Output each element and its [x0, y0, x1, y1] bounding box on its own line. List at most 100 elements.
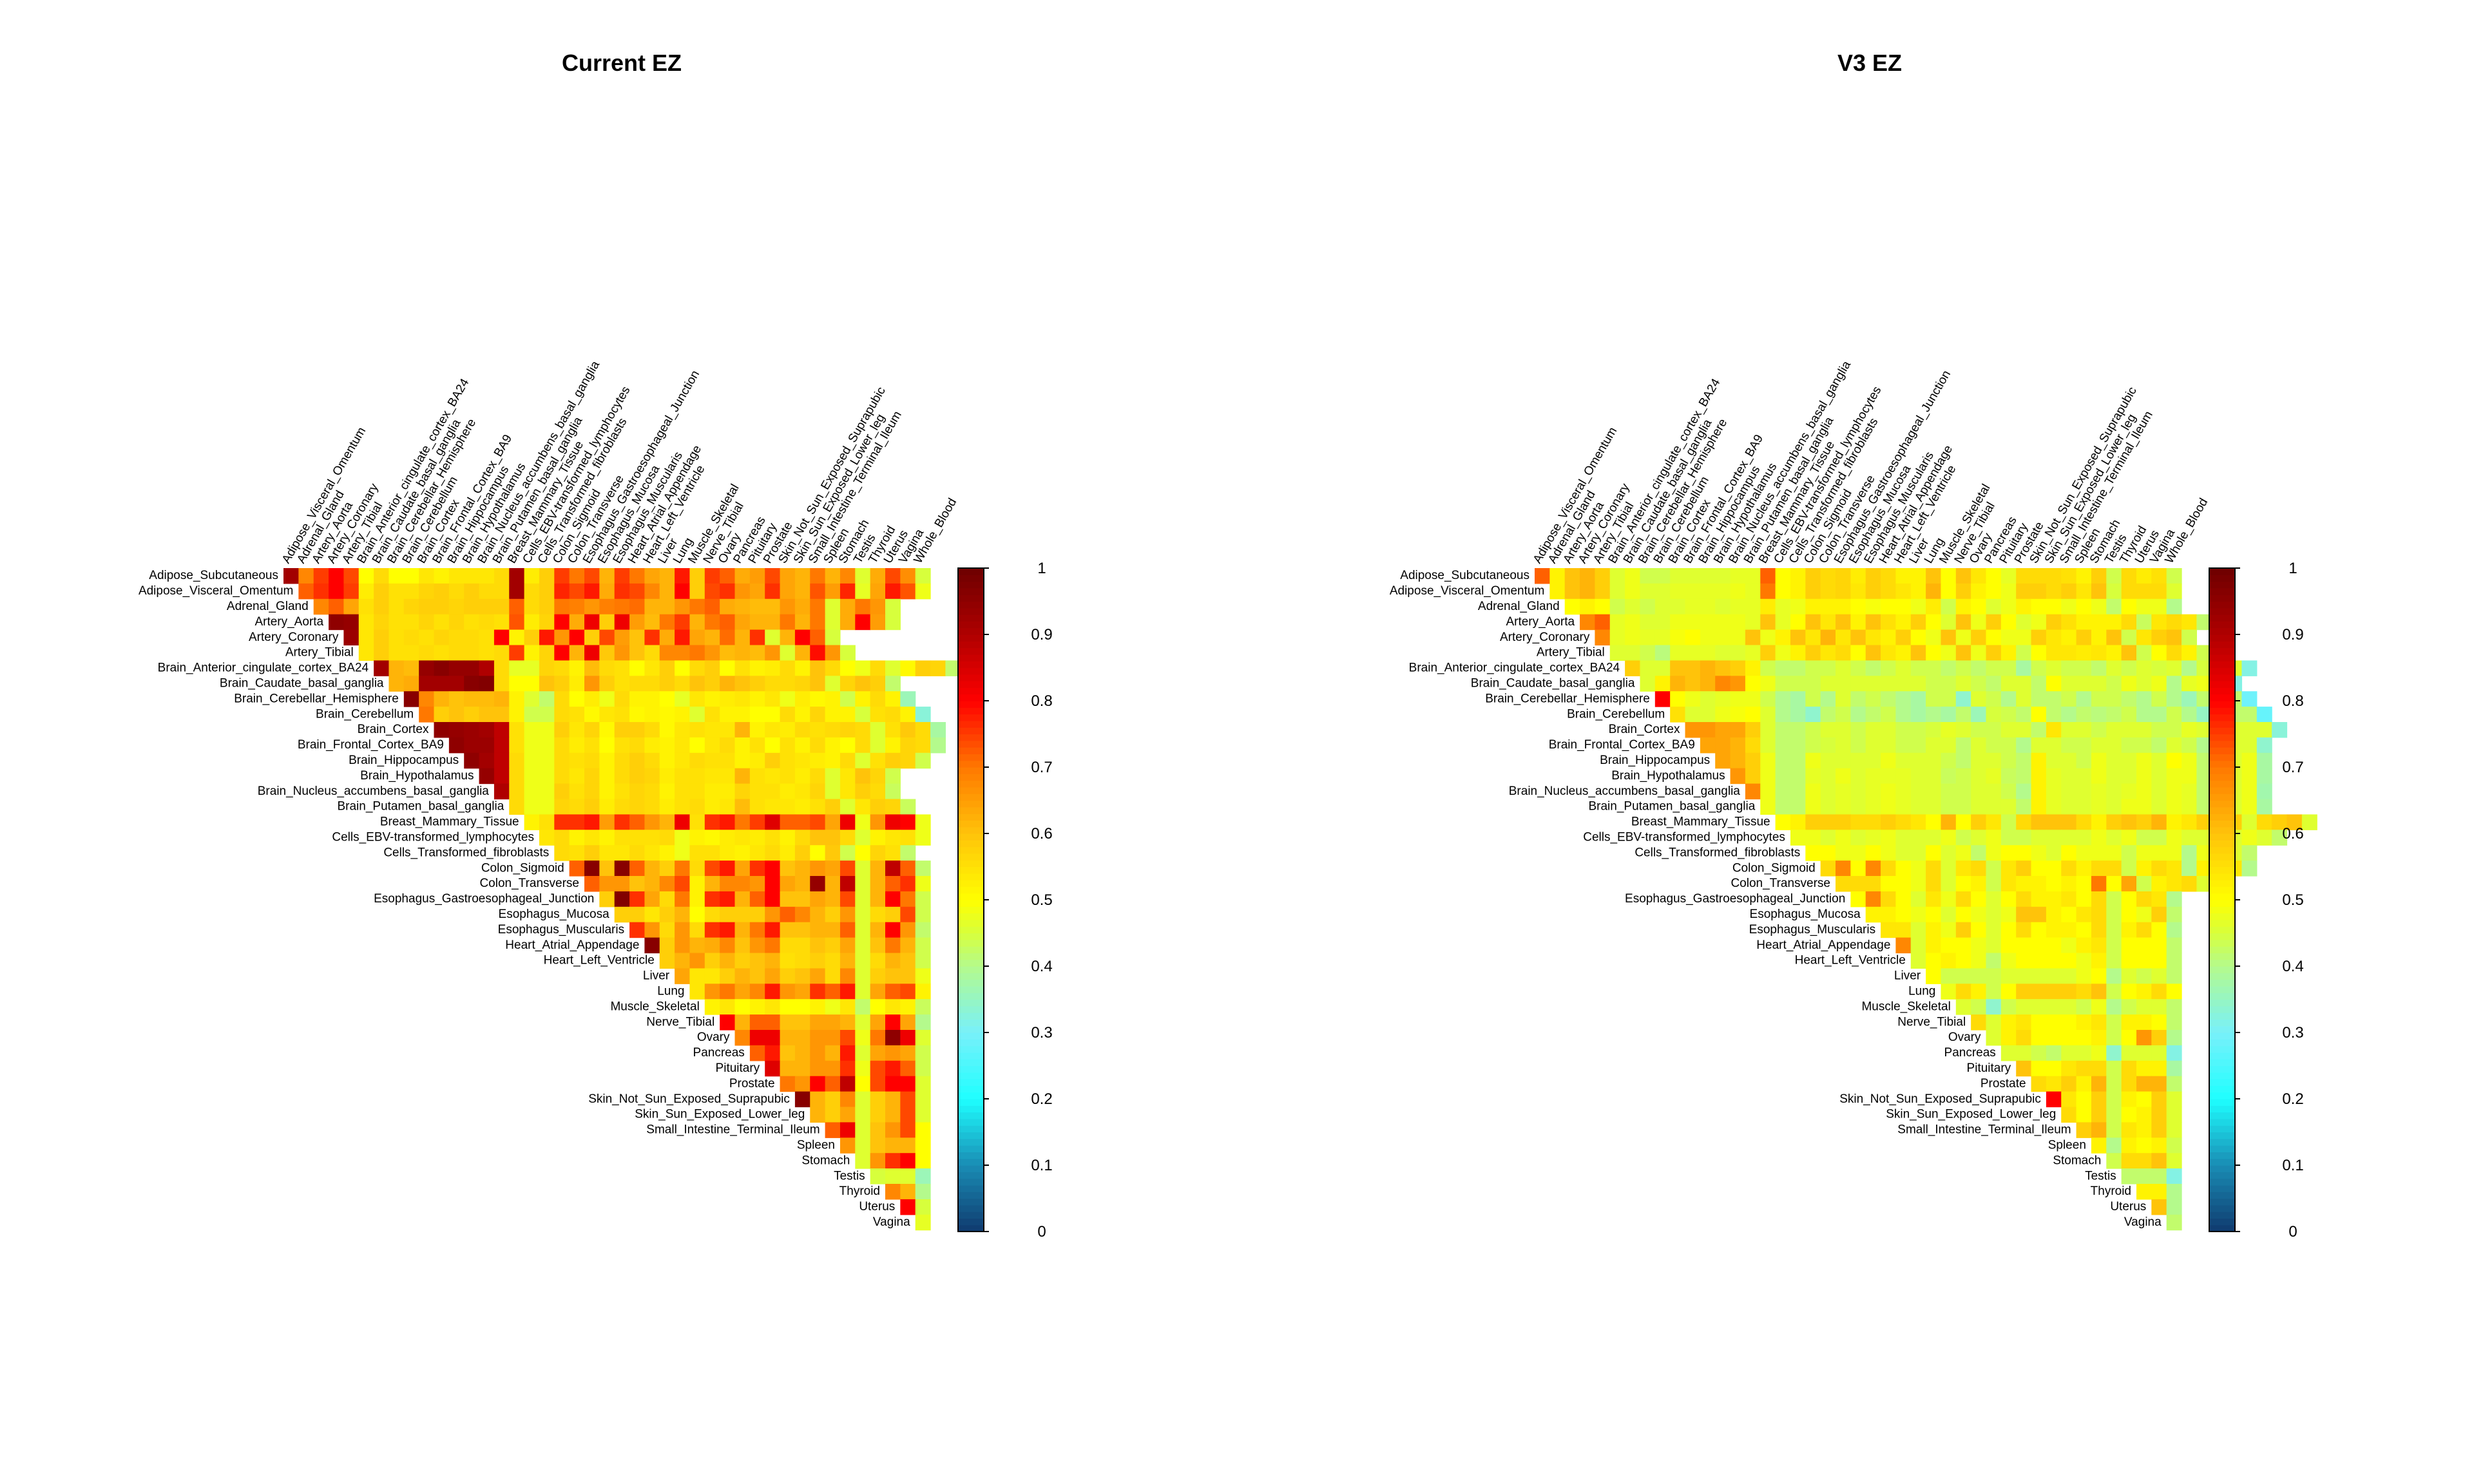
heatmap-cell [2121, 1168, 2137, 1184]
heatmap-cell [1549, 568, 1566, 584]
heatmap-cell [494, 598, 510, 615]
heatmap-cell [1836, 691, 1851, 707]
heatmap-cell [1926, 722, 1942, 738]
heatmap-cell [794, 583, 810, 600]
heatmap-cell [704, 568, 720, 584]
heatmap-cell [1986, 598, 2002, 615]
heatmap-cell [1700, 707, 1716, 723]
heatmap-cell [1730, 645, 1746, 661]
heatmap-cell [1715, 691, 1731, 707]
heatmap-cell [1625, 614, 1641, 631]
colorbar-segment [2209, 1052, 2235, 1060]
heatmap-cell [2106, 1107, 2122, 1123]
heatmap-cell [1971, 707, 1987, 723]
heatmap-cell [689, 768, 705, 785]
heatmap-cell [659, 937, 675, 954]
heatmap-cell [885, 1060, 901, 1077]
heatmap-cell [704, 906, 720, 923]
row-label: Brain_Anterior_cingulate_cortex_BA24 [1409, 661, 1620, 675]
heatmap-cell [1836, 722, 1851, 738]
heatmap-cell [915, 906, 931, 923]
colorbar-segment [958, 621, 984, 629]
colorbar-segment [2209, 607, 2235, 615]
heatmap-cell [870, 1091, 886, 1108]
heatmap-cell [1745, 629, 1761, 646]
heatmap-cell [2046, 937, 2062, 954]
heatmap-cell [2166, 922, 2182, 938]
heatmap-cell [1971, 830, 1987, 846]
heatmap-cell [1745, 707, 1761, 723]
heatmap-cell [1850, 783, 1866, 800]
heatmap-cell [839, 999, 856, 1015]
heatmap-cell [810, 783, 826, 800]
heatmap-cell [2061, 814, 2077, 830]
heatmap-cell [2166, 737, 2182, 754]
heatmap-cell [524, 614, 540, 631]
heatmap-cell [464, 737, 480, 754]
heatmap-cell [2151, 783, 2167, 800]
heatmap-cell [1895, 922, 1912, 938]
heatmap-cell [720, 768, 736, 785]
colorbar-segment [2209, 694, 2235, 701]
heatmap-cell [1820, 752, 1836, 769]
colorbar-tick-label: 0.7 [2282, 759, 2303, 776]
heatmap-cell [1640, 629, 1656, 646]
heatmap-cell [329, 614, 344, 631]
colorbar-segment [958, 780, 984, 788]
heatmap-cell [839, 707, 856, 723]
heatmap-cell [2106, 937, 2122, 954]
heatmap-cell [569, 814, 585, 830]
heatmap-cell [1971, 614, 1987, 631]
heatmap-cell [569, 676, 585, 692]
heatmap-cell [2061, 583, 2077, 600]
heatmap-cell [1836, 830, 1851, 846]
heatmap-cell [675, 922, 691, 938]
heatmap-cell [1926, 922, 1942, 938]
heatmap-cell [494, 568, 510, 584]
heatmap-cell [569, 707, 585, 723]
heatmap-cell [1700, 645, 1716, 661]
heatmap-cell [734, 968, 751, 984]
heatmap-cell [2106, 783, 2122, 800]
row-label: Testis [2085, 1169, 2116, 1183]
heatmap-cell [1865, 629, 1881, 646]
row-label: Brain_Hippocampus [349, 754, 459, 767]
heatmap-cell [1971, 937, 1987, 954]
heatmap-cell [1955, 722, 1971, 738]
heatmap-cell [1941, 968, 1957, 984]
colorbar-segment [958, 587, 984, 595]
heatmap-cell [734, 830, 751, 846]
heatmap-cell [870, 891, 886, 908]
heatmap-cell [329, 583, 344, 600]
heatmap-cell [2136, 1168, 2152, 1184]
heatmap-cell [569, 783, 585, 800]
colorbar-segment [958, 647, 984, 655]
heatmap-cell [1760, 614, 1776, 631]
heatmap-cell [1971, 876, 1987, 892]
heatmap-cell [2241, 861, 2258, 877]
heatmap-cell [870, 984, 886, 1000]
heatmap-cell [915, 1199, 931, 1215]
heatmap-cell [1760, 783, 1776, 800]
heatmap-cell [2000, 752, 2017, 769]
heatmap-cell [1836, 583, 1851, 600]
colorbar-segment [2209, 734, 2235, 741]
heatmap-cell [689, 598, 705, 615]
heatmap-cell [1910, 783, 1926, 800]
heatmap-cell [434, 722, 450, 738]
heatmap-cell [2000, 876, 2017, 892]
heatmap-cell [2182, 645, 2197, 661]
heatmap-cell [794, 691, 810, 707]
heatmap-cell [1941, 937, 1957, 954]
heatmap-cell [720, 676, 736, 692]
heatmap-cell [2016, 568, 2032, 584]
heatmap-cell [509, 676, 525, 692]
heatmap-cell [900, 660, 916, 676]
heatmap-cell [2121, 691, 2137, 707]
heatmap-cell [1836, 799, 1851, 815]
colorbar-segment [958, 734, 984, 741]
heatmap-cell [1986, 568, 2002, 584]
heatmap-cell [2106, 691, 2122, 707]
heatmap-cell [358, 583, 374, 600]
heatmap-cell [2000, 799, 2017, 815]
